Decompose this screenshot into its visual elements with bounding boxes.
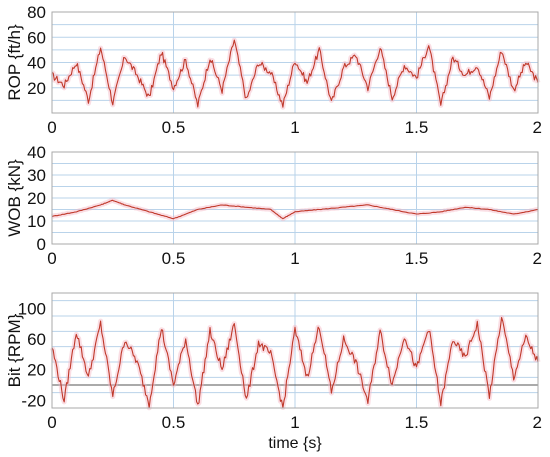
plot-frame	[51, 151, 539, 245]
x-tick-label: 0	[47, 413, 56, 432]
y-tick-label: 100	[18, 299, 46, 318]
y-axis-label: WOB {kN}	[5, 159, 24, 237]
panel-bit: -20 20 60 100 0 0.5 1 1.5 2 Bit {RPM} time {s}	[5, 292, 542, 452]
x-tick-label: 1.5	[405, 118, 429, 137]
y-tick-label: 30	[27, 166, 46, 185]
plot-frame	[51, 11, 539, 114]
panel-rop: 20 40 60 80 0 0.5 1 1.5 2 ROP {ft/h}	[5, 3, 542, 137]
x-tick-label: 0.5	[162, 118, 186, 137]
y-tick-label: 20	[27, 79, 46, 98]
y-tick-label: 10	[27, 212, 46, 231]
x-tick-label: 1	[290, 249, 299, 268]
x-tick-label: 1	[290, 118, 299, 137]
y-tick-label: 0	[37, 235, 46, 254]
x-tick-label: 1.5	[405, 249, 429, 268]
x-tick-label: 0	[47, 118, 56, 137]
x-tick-label: 0	[47, 249, 56, 268]
y-tick-label: 20	[27, 189, 46, 208]
y-axis-label: Bit {RPM}	[5, 313, 24, 387]
y-tick-label: 60	[27, 330, 46, 349]
wob-series-line	[51, 199, 539, 220]
y-tick-label: 80	[27, 3, 46, 22]
x-tick-label: 2	[533, 249, 542, 268]
y-tick-label: -20	[21, 391, 46, 410]
y-axis-label: ROP {ft/h}	[5, 24, 24, 101]
x-tick-label: 2	[533, 413, 542, 432]
x-tick-label: 0.5	[162, 413, 186, 432]
x-tick-label: 0.5	[162, 249, 186, 268]
rop-series-line	[51, 39, 539, 108]
y-tick-label: 40	[27, 143, 46, 162]
x-axis-label: time {s}	[268, 435, 322, 452]
y-tick-label: 60	[27, 28, 46, 47]
x-tick-label: 2	[533, 118, 542, 137]
bit-series-line	[51, 316, 539, 409]
x-tick-label: 1	[290, 413, 299, 432]
plot-frame	[51, 292, 539, 409]
y-tick-label: 40	[27, 54, 46, 73]
y-tick-label: 20	[27, 361, 46, 380]
x-tick-label: 1.5	[405, 413, 429, 432]
